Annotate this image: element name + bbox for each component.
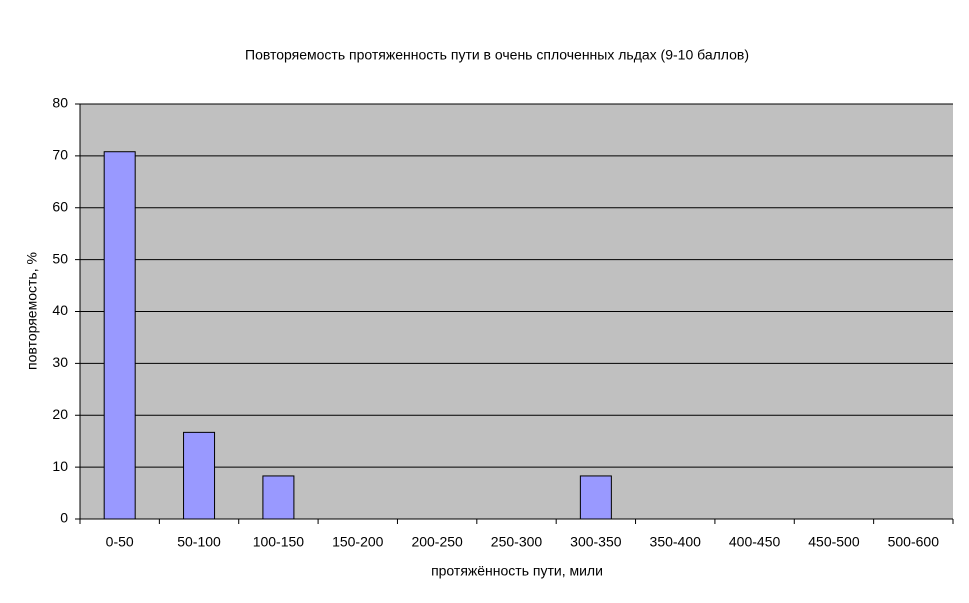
bar xyxy=(262,475,295,520)
x-tick-label: 150-200 xyxy=(332,534,384,550)
y-tick-label: 10 xyxy=(52,458,68,474)
bar xyxy=(579,475,612,520)
x-tick-label: 50-100 xyxy=(177,534,221,550)
x-tick-label: 450-500 xyxy=(808,534,860,550)
x-tick-label: 100-150 xyxy=(253,534,305,550)
y-tick-label: 60 xyxy=(52,198,68,214)
y-tick-label: 40 xyxy=(52,302,68,318)
y-tick-label: 50 xyxy=(52,250,68,266)
bar xyxy=(103,151,136,520)
x-tick-label: 0-50 xyxy=(106,534,134,550)
y-tick-label: 0 xyxy=(60,510,68,526)
y-tick-label: 80 xyxy=(52,95,68,111)
x-tick-label: 250-300 xyxy=(491,534,543,550)
x-axis-label: протяжённость пути, мили xyxy=(431,563,603,579)
x-tick-label: 500-600 xyxy=(888,534,940,550)
y-tick-label: 30 xyxy=(52,354,68,370)
y-axis-label: повторяемость, % xyxy=(24,252,40,370)
x-tick-label: 300-350 xyxy=(570,534,622,550)
x-tick-label: 350-400 xyxy=(650,534,702,550)
chart-title: Повторяемость протяженность пути в очень… xyxy=(245,47,749,63)
y-tick-label: 20 xyxy=(52,406,68,422)
y-tick-label: 70 xyxy=(52,147,68,163)
bar xyxy=(183,431,216,520)
x-tick-label: 400-450 xyxy=(729,534,781,550)
x-tick-label: 200-250 xyxy=(411,534,463,550)
